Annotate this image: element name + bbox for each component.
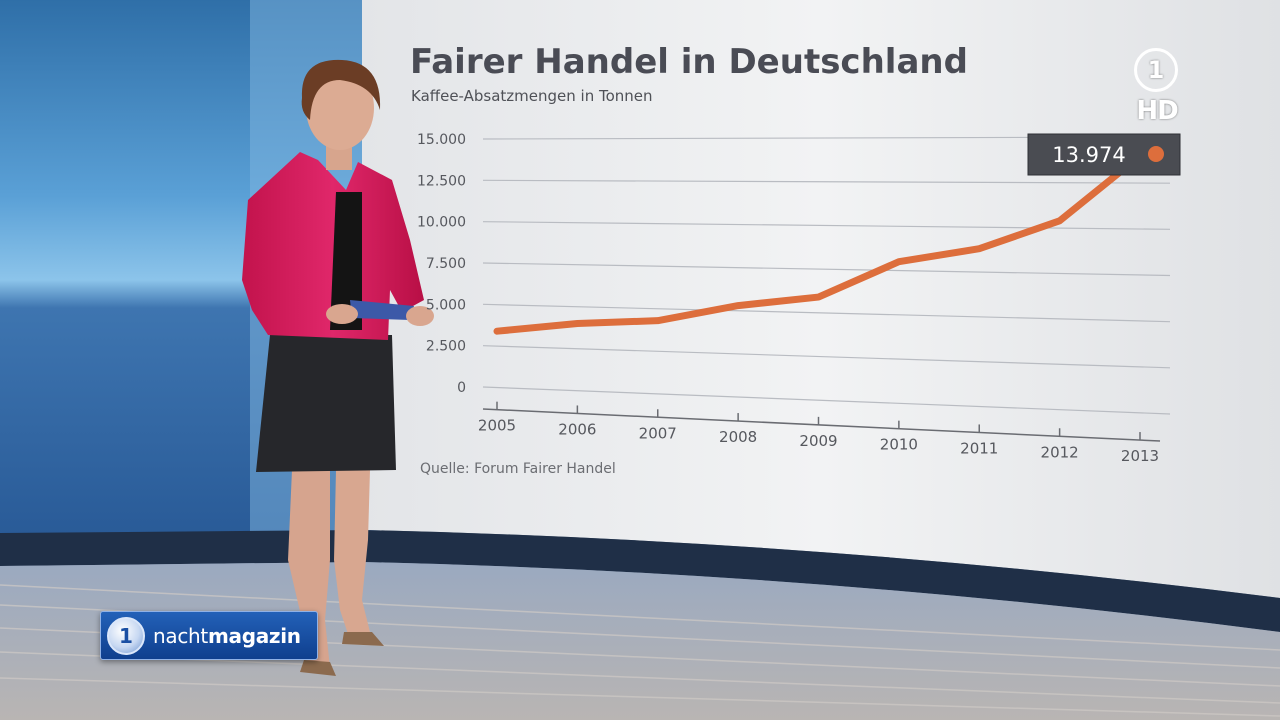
grid-line xyxy=(482,386,1171,415)
channel-one-icon: 1 xyxy=(1134,48,1178,92)
show-logo-prefix: nacht xyxy=(153,624,208,648)
show-logo-suffix: magazin xyxy=(207,624,301,648)
y-tick-label: 15.000 xyxy=(417,132,466,148)
grid-line xyxy=(482,262,1171,277)
x-tick-label: 2007 xyxy=(639,424,677,442)
grid-line xyxy=(482,179,1171,184)
x-tick-label: 2012 xyxy=(1041,443,1079,461)
grid-line xyxy=(482,303,1171,323)
x-tick-label: 2009 xyxy=(799,432,837,450)
chart-subtitle: Kaffee-Absatzmengen in Tonnen xyxy=(411,87,653,105)
hd-label: HD xyxy=(1136,96,1178,126)
x-tick-label: 2006 xyxy=(558,420,596,438)
grid-line xyxy=(482,221,1171,230)
grid-line xyxy=(482,345,1171,369)
y-axis: 0 2.500 5.000 7.500 10.000 12.500 15.000 xyxy=(417,132,466,396)
presenter-figure xyxy=(242,59,434,676)
callout-label: 13.974 xyxy=(1052,143,1125,167)
y-tick-label: 2.500 xyxy=(426,339,466,355)
chart-source: Quelle: Forum Fairer Handel xyxy=(420,461,616,477)
y-tick-label: 7.500 xyxy=(426,256,466,272)
y-tick-label: 0 xyxy=(457,380,466,396)
show-logo: 1 nachtmagazin xyxy=(100,611,318,660)
chart-title: Fairer Handel in Deutschland xyxy=(410,42,968,82)
x-tick-label: 2010 xyxy=(880,436,918,454)
ard-emblem-icon: 1 xyxy=(107,617,145,655)
line-chart: Fairer Handel in Deutschland Kaffee-Absa… xyxy=(410,42,1181,477)
show-logo-text: nachtmagazin xyxy=(153,624,301,648)
x-axis-line xyxy=(482,408,1161,442)
channel-badge: 1 HD xyxy=(1132,48,1182,130)
x-tick-label: 2008 xyxy=(719,428,757,446)
x-tick-label: 2005 xyxy=(478,417,516,435)
x-tick-label: 2011 xyxy=(960,439,998,457)
y-tick-label: 5.000 xyxy=(426,297,466,313)
callout-marker xyxy=(1148,146,1164,162)
x-axis: 2005 2006 2007 2008 2009 2010 2011 2012 2013 xyxy=(478,401,1161,465)
value-callout: 13.974 xyxy=(1027,133,1181,176)
y-tick-label: 10.000 xyxy=(417,215,466,231)
x-tick-label: 2013 xyxy=(1121,447,1159,465)
y-tick-label: 12.500 xyxy=(417,173,466,189)
